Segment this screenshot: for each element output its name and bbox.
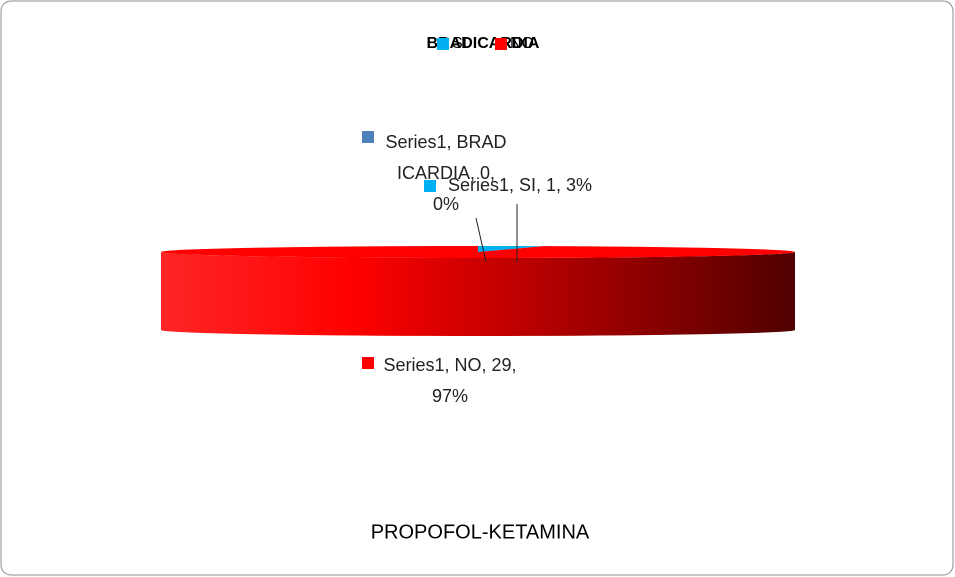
legend-label: NO [510,35,534,52]
data-label: Series1, SI, 1, 3% [447,175,593,195]
pie [161,246,795,336]
label-marker [362,131,374,143]
leader-line [475,217,487,263]
label-marker [362,357,374,369]
data-label: Series1, NO, 29, 97% [383,355,517,406]
pie-slice-side [161,252,795,336]
pie-slice [478,246,544,252]
pie-slice [161,246,795,258]
legend-marker [495,38,507,50]
label-marker [424,180,436,192]
data-label: Series1, BRADICARDIA, 0, 0% [385,132,507,214]
legend-label: SI [452,35,467,52]
x-axis-label: PROPOFOL-KETAMINA [371,521,590,543]
legend-marker [437,38,449,50]
chart-title: BRADICARDIA [427,35,540,52]
